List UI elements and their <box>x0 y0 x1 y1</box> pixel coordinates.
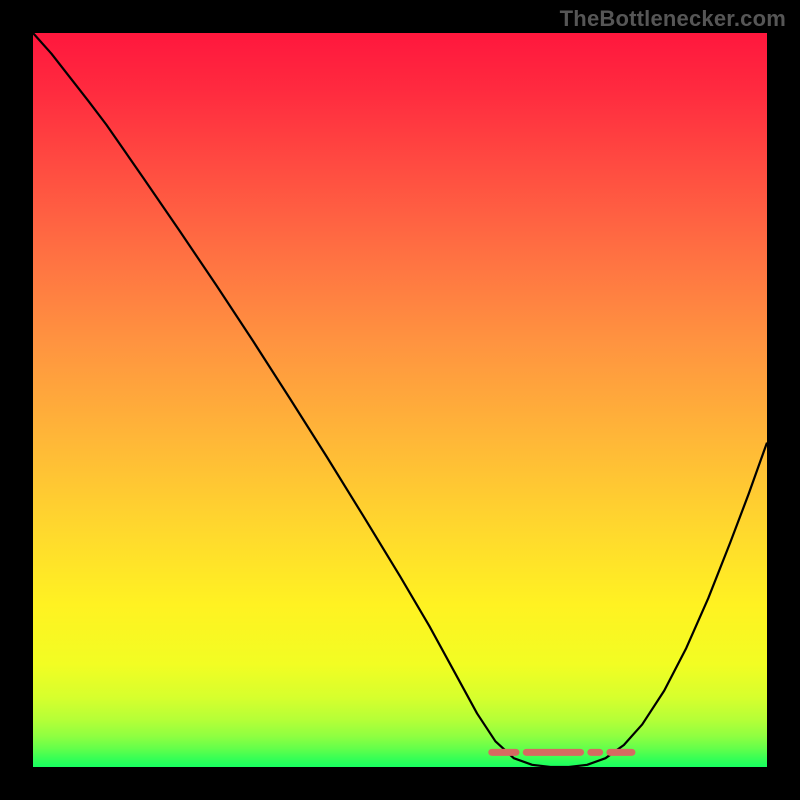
chart-frame: TheBottlenecker.com <box>0 0 800 800</box>
chart-svg <box>0 0 800 800</box>
plot-gradient-background <box>33 33 767 767</box>
watermark-text: TheBottlenecker.com <box>560 6 786 32</box>
